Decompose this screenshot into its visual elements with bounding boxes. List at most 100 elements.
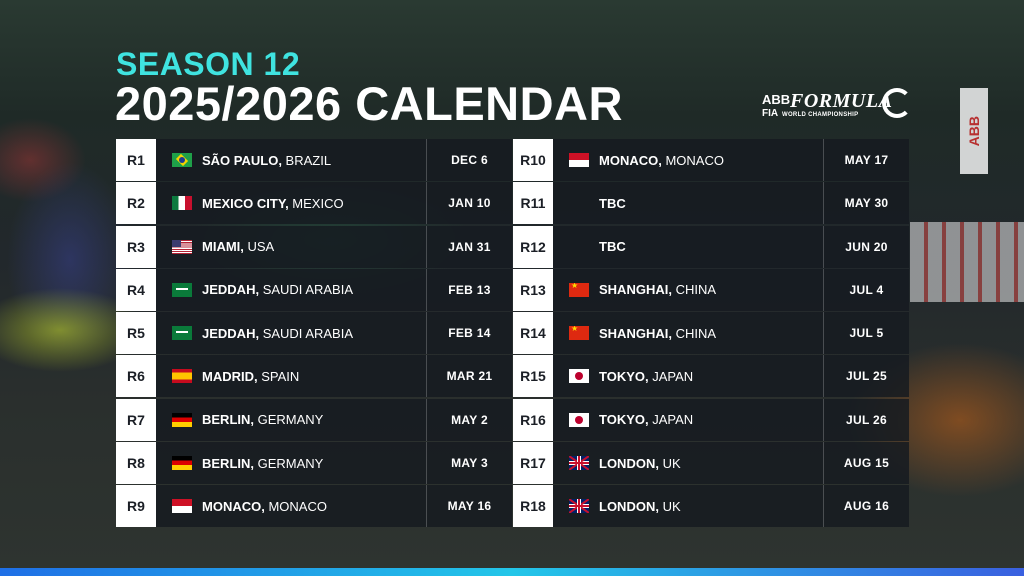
calendar-row: R17 LONDON, UK AUG 15 (513, 442, 909, 485)
calendar-row: R6 MADRID, SPAIN MAR 21 (116, 355, 512, 398)
round-number: R14 (513, 312, 553, 355)
round-number: R2 (116, 182, 156, 225)
uk-flag-icon (569, 499, 589, 514)
round-location: TOKYO, JAPAN (599, 412, 823, 427)
mexico-flag-icon (172, 196, 192, 211)
calendar-row: R5 JEDDAH, SAUDI ARABIA FEB 14 (116, 312, 512, 355)
round-location: MEXICO CITY, MEXICO (202, 196, 426, 211)
usa-flag-icon (172, 239, 192, 254)
country-name: JAPAN (648, 368, 694, 384)
abb-sign-text: ABB (966, 115, 982, 147)
round-number: R11 (513, 182, 553, 225)
round-number: R7 (116, 398, 156, 441)
round-number: R4 (116, 268, 156, 311)
brazil-flag-icon (172, 153, 192, 167)
city-name: MEXICO CITY, (202, 195, 289, 211)
city-name: JEDDAH, (202, 282, 260, 298)
formula-e-logo: ABB FIA FORMULA WORLD CHAMPIONSHIP (760, 88, 920, 124)
round-number: R17 (513, 442, 553, 485)
round-location: BERLIN, GERMANY (202, 456, 426, 471)
calendar-row: R2 MEXICO CITY, MEXICO JAN 10 (116, 182, 512, 225)
round-details: TBC MAY 30 (553, 182, 909, 225)
round-details: MADRID, SPAIN MAR 21 (156, 355, 512, 398)
round-details: MONACO, MONACO MAY 16 (156, 485, 512, 528)
abb-trackside-sign: ABB (960, 88, 988, 174)
city-name: TBC (599, 195, 626, 211)
round-date: MAR 21 (426, 355, 512, 398)
round-number: R3 (116, 225, 156, 268)
city-name: MONACO, (599, 152, 662, 168)
round-date: JUL 25 (823, 355, 909, 398)
round-details: LONDON, UK AUG 16 (553, 485, 909, 528)
city-name: MIAMI, (202, 239, 244, 255)
country-name: CHINA (671, 282, 717, 298)
round-location: SHANGHAI, CHINA (599, 282, 823, 297)
germany-flag-icon (172, 456, 192, 471)
country-name: UK (658, 498, 681, 514)
round-location: MIAMI, USA (202, 239, 426, 254)
monaco-flag-icon (569, 153, 589, 167)
formula-e-mark-icon (882, 88, 912, 118)
round-date: JUL 4 (823, 268, 909, 311)
calendar-column-right: R10 MONACO, MONACO MAY 17 R11 TBC MAY 30 R12 TB… (513, 139, 909, 529)
country-name: JAPAN (648, 412, 694, 428)
calendar-row: R11 TBC MAY 30 (513, 182, 909, 225)
round-details: SÃO PAULO, BRAZIL DEC 6 (156, 139, 512, 181)
round-details: TOKYO, JAPAN JUL 26 (553, 398, 909, 441)
country-name: GERMANY (254, 455, 324, 471)
saudi-arabia-flag-icon (172, 282, 192, 297)
round-date: MAY 3 (426, 442, 512, 485)
round-details: TOKYO, JAPAN JUL 25 (553, 355, 909, 398)
round-date: JAN 31 (426, 225, 512, 268)
round-date: JUL 26 (823, 398, 909, 441)
round-date: AUG 16 (823, 485, 909, 528)
calendar-row: R18 LONDON, UK AUG 16 (513, 485, 909, 528)
round-number: R16 (513, 398, 553, 441)
round-date: MAY 17 (823, 139, 909, 181)
city-name: TOKYO, (599, 412, 649, 428)
uk-flag-icon (569, 456, 589, 471)
round-date: MAY 2 (426, 398, 512, 441)
trackside-barrier (910, 222, 1024, 302)
logo-fia: FIA (762, 108, 779, 119)
round-location: SHANGHAI, CHINA (599, 326, 823, 341)
round-details: BERLIN, GERMANY MAY 2 (156, 398, 512, 441)
round-number: R9 (116, 485, 156, 528)
bottom-accent-stripe (0, 568, 1024, 576)
country-name: CHINA (671, 325, 717, 341)
flag-placeholder (569, 196, 589, 210)
city-name: SHANGHAI, (599, 325, 672, 341)
page-title: 2025/2026 CALENDAR (115, 77, 623, 130)
round-details: MEXICO CITY, MEXICO JAN 10 (156, 182, 512, 225)
monaco-flag-icon (172, 499, 192, 514)
city-name: LONDON, (599, 455, 659, 471)
round-details: JEDDAH, SAUDI ARABIA FEB 14 (156, 312, 512, 355)
round-date: JAN 10 (426, 182, 512, 225)
country-name: SPAIN (257, 368, 300, 384)
china-flag-icon (569, 326, 589, 341)
round-location: TOKYO, JAPAN (599, 369, 823, 384)
round-number: R1 (116, 139, 156, 181)
country-name: MONACO (661, 152, 724, 168)
spain-flag-icon (172, 369, 192, 384)
city-name: SÃO PAULO, (202, 152, 282, 168)
country-name: MEXICO (288, 195, 344, 211)
calendar-row: R9 MONACO, MONACO MAY 16 (116, 485, 512, 528)
round-number: R13 (513, 268, 553, 311)
round-date: FEB 14 (426, 312, 512, 355)
calendar-row: R10 MONACO, MONACO MAY 17 (513, 139, 909, 181)
calendar-row: R15 TOKYO, JAPAN JUL 25 (513, 355, 909, 398)
round-details: TBC JUN 20 (553, 225, 909, 268)
round-date: MAY 16 (426, 485, 512, 528)
calendar-column-left: R1 SÃO PAULO, BRAZIL DEC 6 R2 MEXICO CITY, M… (116, 139, 512, 529)
round-location: BERLIN, GERMANY (202, 412, 426, 427)
country-name: GERMANY (254, 412, 324, 428)
calendar-row: R8 BERLIN, GERMANY MAY 3 (116, 442, 512, 485)
city-name: LONDON, (599, 498, 659, 514)
city-name: BERLIN, (202, 455, 254, 471)
country-name: SAUDI ARABIA (259, 325, 353, 341)
country-name: MONACO (264, 498, 327, 514)
flag-placeholder (569, 240, 589, 254)
logo-formula: FORMULA (790, 90, 893, 112)
